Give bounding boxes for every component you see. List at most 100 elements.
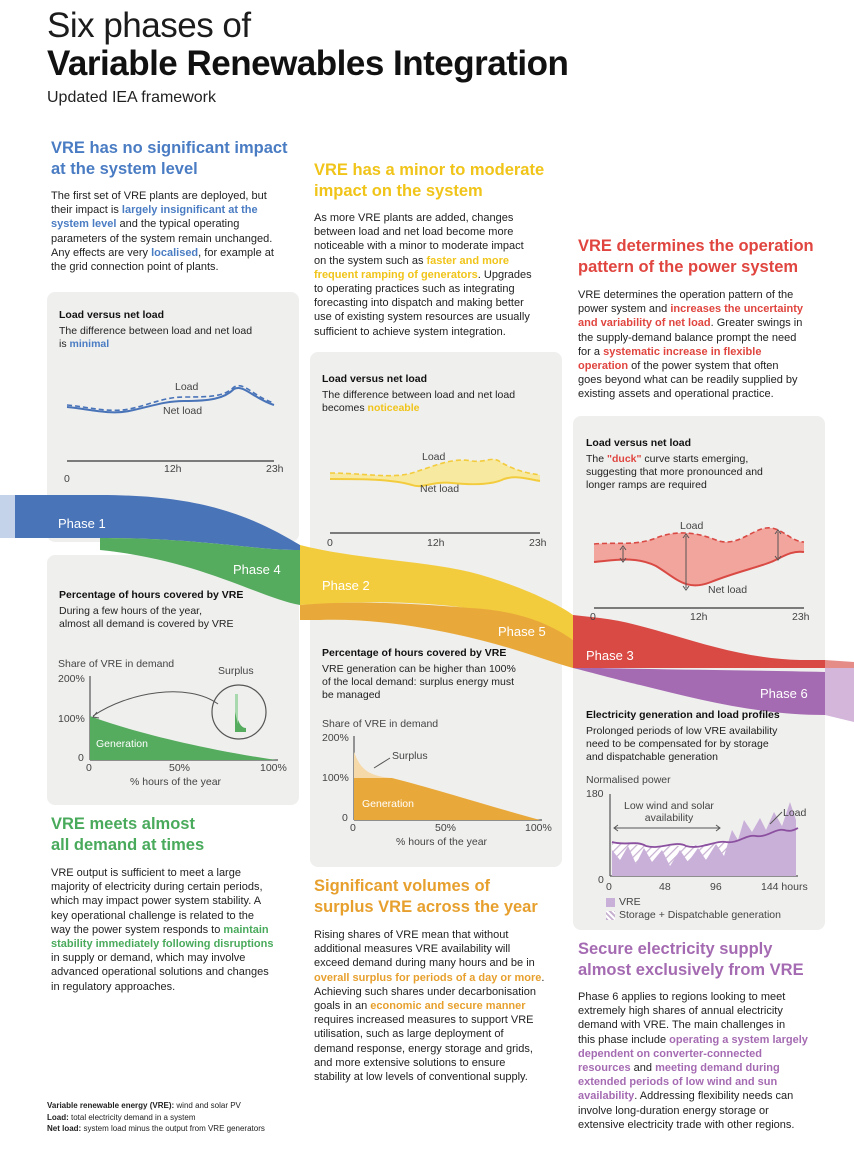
phase2-band (300, 545, 573, 640)
phase1-card-text: The difference between load and net load… (59, 325, 253, 350)
generation-area (354, 778, 540, 820)
x-tick-23h: 23h (529, 537, 547, 549)
body-line: noticeable with a minor to moderate impa… (314, 240, 524, 253)
phase6-label: Phase 6 (760, 686, 808, 701)
surplus-pointer (373, 757, 391, 769)
body-line: resources and meeting demand during (578, 1062, 780, 1075)
body-line: majority of electricity during certain p… (51, 881, 263, 894)
x-tick-0: 0 (350, 822, 356, 834)
body-line: in supply or demand, which may involve (51, 952, 246, 965)
x-axis-label: % hours of the year (130, 776, 222, 788)
x-tick-100: 100% (525, 822, 552, 834)
y-axis-label: Normalised power (586, 774, 671, 786)
body-line: key operational challenge is related to … (51, 909, 255, 922)
phase4-band (100, 538, 300, 605)
body-line: operation of the power system that often (578, 360, 779, 373)
phase5-duration-chart (353, 736, 542, 821)
y-axis-label: Share of VRE in demand (58, 658, 175, 670)
phase5-card-text: VRE generation can be higher than 100% o… (322, 663, 516, 701)
x-axis-label: % hours of the year (396, 836, 488, 848)
body-line: additional measures VRE availability wil… (314, 943, 511, 956)
body-line: the supply-demand balance prompt the nee… (578, 331, 797, 344)
vre-area (612, 802, 796, 876)
body-line: extended periods of low wind and sun (578, 1076, 778, 1089)
x-tick-0: 0 (64, 473, 70, 485)
y-tick-200: 200% (58, 673, 85, 685)
phase3-to-fade (825, 660, 854, 668)
glossary: Variable renewable energy (VRE): wind an… (47, 1100, 265, 1135)
load-label: Load (680, 520, 704, 532)
phase4-heading: VRE meets almost all demand at times (51, 815, 205, 854)
phase3-label: Phase 3 (586, 648, 634, 663)
body-line: to operating practices such as integrati… (314, 283, 515, 296)
body-line: power system and increases the uncertain… (578, 303, 803, 316)
legend-storage: Storage + Dispatchable generation (606, 909, 781, 921)
body-line: between load and net load become more (314, 226, 514, 239)
phase2-card-title: Load versus net load (322, 373, 428, 385)
body-line: exceed demand during many hours and be i… (314, 957, 535, 970)
body-line: this phase include operating a system la… (578, 1033, 808, 1046)
x-tick-50: 50% (169, 762, 191, 774)
x-tick-144: 144 hours (761, 881, 808, 893)
phase1-load-chart (66, 384, 275, 462)
body-line: utilisation, such as large deployment of (314, 1028, 504, 1041)
body-line: Rising shares of VRE mean that without (314, 929, 509, 941)
phase3-duck-chart (593, 527, 805, 609)
phase2-card-text: The difference between load and net load… (322, 389, 516, 414)
x-tick-12h: 12h (164, 463, 182, 475)
body-line: the grid connection point of plants. (51, 261, 219, 274)
body-line: use of existing system resources are usu… (314, 311, 530, 324)
phase5-heading: Significant volumes of surplus VRE acros… (314, 877, 538, 916)
x-tick-50: 50% (435, 822, 457, 834)
body-line: and more extensive solutions to ensure (314, 1056, 506, 1069)
glossary-load: Load: total electricity demand in a syst… (47, 1112, 196, 1122)
legend-storage-swatch (606, 910, 615, 920)
phase1-card-title: Load versus net load (59, 309, 165, 321)
phase5-band (300, 602, 573, 668)
phase6-card-text: Prolonged periods of low VRE availabilit… (586, 725, 778, 763)
phase1-heading: VRE has no significant impact at the sys… (51, 139, 288, 178)
zoom-circle (211, 684, 267, 740)
body-line: goes beyond what can be readily supplied… (578, 374, 798, 387)
net-load-label: Net load (420, 483, 460, 495)
low-availability-arrow (613, 824, 721, 832)
body-line: advanced operational solutions and chang… (51, 966, 269, 979)
x-tick-12h: 12h (690, 611, 708, 623)
y-tick-0: 0 (342, 812, 348, 824)
phase6-profile-chart (609, 794, 799, 877)
page-title-line1: Six phases of (47, 6, 251, 45)
x-tick-0: 0 (86, 762, 92, 774)
phase-ribbon-overlay (573, 615, 854, 668)
body-line: VRE determines the operation pattern of … (578, 289, 794, 301)
y-tick-0: 0 (78, 752, 84, 764)
phase6-band-fade (825, 665, 854, 722)
y-tick-200: 200% (322, 732, 349, 744)
page-subtitle: Updated IEA framework (47, 89, 216, 106)
phase5-body: Rising shares of VRE mean that without ad… (314, 928, 564, 1084)
x-tick-48: 48 (659, 881, 671, 893)
x-tick-12h: 12h (427, 537, 445, 549)
net-load-label: Net load (708, 584, 748, 596)
body-line: demand with VRE. The main challenges in (578, 1019, 786, 1032)
body-line: extremely high shares of annual electric… (578, 1005, 783, 1018)
body-line: in regulatory approaches. (51, 980, 176, 993)
phase3-card-text: The "duck" curve starts emerging, sugges… (586, 453, 763, 491)
phase4-card-text: During a few hours of the year, almost a… (59, 605, 234, 630)
phase3-body: VRE determines the operation pattern of … (578, 288, 828, 402)
load-curve (611, 827, 799, 848)
x-tick-0: 0 (327, 537, 333, 549)
gap-area (594, 527, 804, 586)
zoom-generation (235, 712, 246, 732)
phase3-card-title: Load versus net load (586, 437, 692, 449)
load-curve (329, 458, 541, 477)
generation-label: Generation (362, 798, 414, 810)
x-tick-96: 96 (710, 881, 722, 893)
legend-vre: VRE (606, 896, 641, 908)
net-load-curve (329, 476, 541, 488)
load-label: Load (175, 381, 199, 393)
y-tick-100: 100% (58, 713, 85, 725)
body-line: overall surplus for periods of a day or … (314, 971, 545, 984)
body-line: which may impact power system stability.… (51, 895, 262, 908)
glossary-vre: Variable renewable energy (VRE): wind an… (47, 1101, 241, 1110)
phase2-heading: VRE has a minor to moderate impact on th… (314, 161, 545, 200)
